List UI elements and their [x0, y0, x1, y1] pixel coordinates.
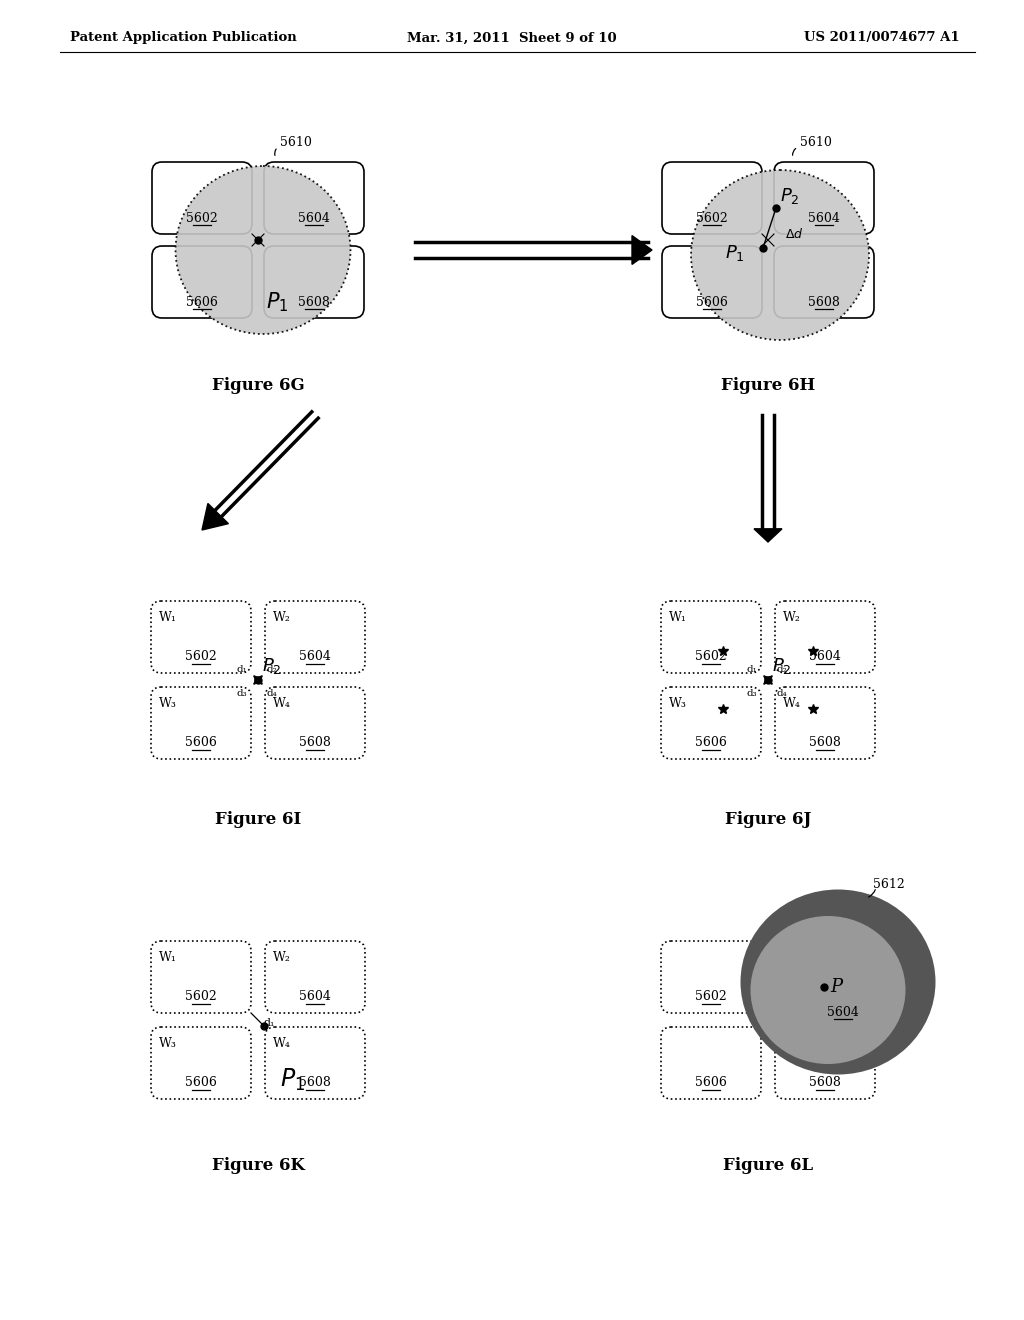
FancyBboxPatch shape	[265, 1027, 365, 1100]
Text: 5604: 5604	[809, 990, 841, 1003]
FancyBboxPatch shape	[774, 246, 874, 318]
FancyBboxPatch shape	[152, 246, 252, 318]
Text: 5608: 5608	[809, 737, 841, 750]
Ellipse shape	[740, 890, 936, 1074]
Text: d₄: d₄	[776, 689, 787, 698]
Text: 5610: 5610	[280, 136, 312, 149]
Text: $P_2$: $P_2$	[772, 656, 792, 676]
FancyBboxPatch shape	[151, 1027, 251, 1100]
Text: Figure 6I: Figure 6I	[215, 812, 301, 829]
Text: 5608: 5608	[808, 296, 840, 309]
Text: Mar. 31, 2011  Sheet 9 of 10: Mar. 31, 2011 Sheet 9 of 10	[408, 32, 616, 45]
Text: d₃: d₃	[237, 689, 248, 698]
Polygon shape	[632, 235, 652, 264]
Text: $P_2$: $P_2$	[780, 186, 800, 206]
FancyBboxPatch shape	[662, 686, 761, 759]
Text: W₄: W₄	[273, 1038, 291, 1049]
Text: W₁: W₁	[669, 611, 687, 624]
Text: 5602: 5602	[185, 651, 217, 664]
FancyBboxPatch shape	[151, 601, 251, 673]
FancyBboxPatch shape	[264, 162, 364, 234]
Text: W₃: W₃	[159, 1038, 177, 1049]
Text: W₃: W₃	[669, 697, 687, 710]
FancyBboxPatch shape	[662, 246, 762, 318]
FancyBboxPatch shape	[662, 941, 761, 1012]
Text: W₁: W₁	[159, 950, 177, 964]
Text: 5606: 5606	[185, 1077, 217, 1089]
FancyBboxPatch shape	[662, 162, 762, 234]
Text: 5602: 5602	[186, 211, 218, 224]
FancyBboxPatch shape	[775, 1027, 874, 1100]
Text: Figure 6L: Figure 6L	[723, 1156, 813, 1173]
Text: 5604: 5604	[299, 990, 331, 1003]
Text: 5608: 5608	[809, 1077, 841, 1089]
Text: 5606: 5606	[696, 296, 728, 309]
FancyBboxPatch shape	[775, 686, 874, 759]
Polygon shape	[754, 529, 782, 543]
FancyBboxPatch shape	[775, 601, 874, 673]
Text: 5604: 5604	[298, 211, 330, 224]
FancyBboxPatch shape	[151, 941, 251, 1012]
Text: d₁: d₁	[263, 1018, 274, 1028]
Text: 5608: 5608	[298, 296, 330, 309]
FancyBboxPatch shape	[662, 601, 761, 673]
Text: $P_2$: $P_2$	[262, 656, 282, 676]
Ellipse shape	[751, 916, 905, 1064]
Text: W₁: W₁	[159, 611, 177, 624]
FancyBboxPatch shape	[662, 1027, 761, 1100]
Text: $\Delta d$: $\Delta d$	[785, 227, 804, 242]
FancyBboxPatch shape	[265, 601, 365, 673]
Text: 5610: 5610	[800, 136, 831, 149]
Text: US 2011/0074677 A1: US 2011/0074677 A1	[805, 32, 961, 45]
Text: Figure 6G: Figure 6G	[212, 376, 304, 393]
FancyBboxPatch shape	[775, 941, 874, 1012]
Text: W₂: W₂	[273, 611, 291, 624]
Text: P: P	[830, 978, 842, 997]
Text: Figure 6H: Figure 6H	[721, 376, 815, 393]
FancyBboxPatch shape	[151, 686, 251, 759]
Text: d₂: d₂	[266, 664, 278, 673]
Text: Figure 6K: Figure 6K	[212, 1156, 304, 1173]
Text: 5602: 5602	[695, 651, 727, 664]
Polygon shape	[202, 503, 228, 531]
Text: 5606: 5606	[186, 296, 218, 309]
FancyBboxPatch shape	[152, 162, 252, 234]
Text: 5606: 5606	[695, 737, 727, 750]
Text: $P_1$: $P_1$	[280, 1067, 305, 1093]
FancyBboxPatch shape	[265, 941, 365, 1012]
Text: $P_1$: $P_1$	[725, 243, 745, 263]
Text: 5606: 5606	[185, 737, 217, 750]
FancyBboxPatch shape	[264, 246, 364, 318]
Text: 5604: 5604	[809, 651, 841, 664]
Text: W₄: W₄	[273, 697, 291, 710]
Text: W₂: W₂	[273, 950, 291, 964]
Text: Patent Application Publication: Patent Application Publication	[70, 32, 297, 45]
Text: 5608: 5608	[299, 1077, 331, 1089]
Ellipse shape	[691, 170, 869, 341]
Text: W₄: W₄	[783, 697, 801, 710]
Text: W₃: W₃	[159, 697, 177, 710]
Text: 5604: 5604	[808, 211, 840, 224]
Text: 5606: 5606	[695, 1077, 727, 1089]
Text: 5604: 5604	[299, 651, 331, 664]
Text: W₂: W₂	[783, 611, 801, 624]
Text: d₄: d₄	[266, 689, 278, 698]
Text: $P_1$: $P_1$	[266, 290, 289, 314]
Text: 5608: 5608	[299, 737, 331, 750]
Ellipse shape	[175, 166, 350, 334]
Text: d₁: d₁	[237, 664, 248, 673]
Text: Figure 6J: Figure 6J	[725, 812, 811, 829]
Text: d₁: d₁	[746, 664, 758, 673]
FancyBboxPatch shape	[774, 162, 874, 234]
Text: d₂: d₂	[776, 664, 787, 673]
Text: 5602: 5602	[185, 990, 217, 1003]
Text: d₃: d₃	[746, 689, 758, 698]
Text: 5612: 5612	[873, 878, 905, 891]
FancyBboxPatch shape	[265, 686, 365, 759]
Text: 5602: 5602	[696, 211, 728, 224]
Text: 5604: 5604	[827, 1006, 859, 1019]
Text: 5602: 5602	[695, 990, 727, 1003]
